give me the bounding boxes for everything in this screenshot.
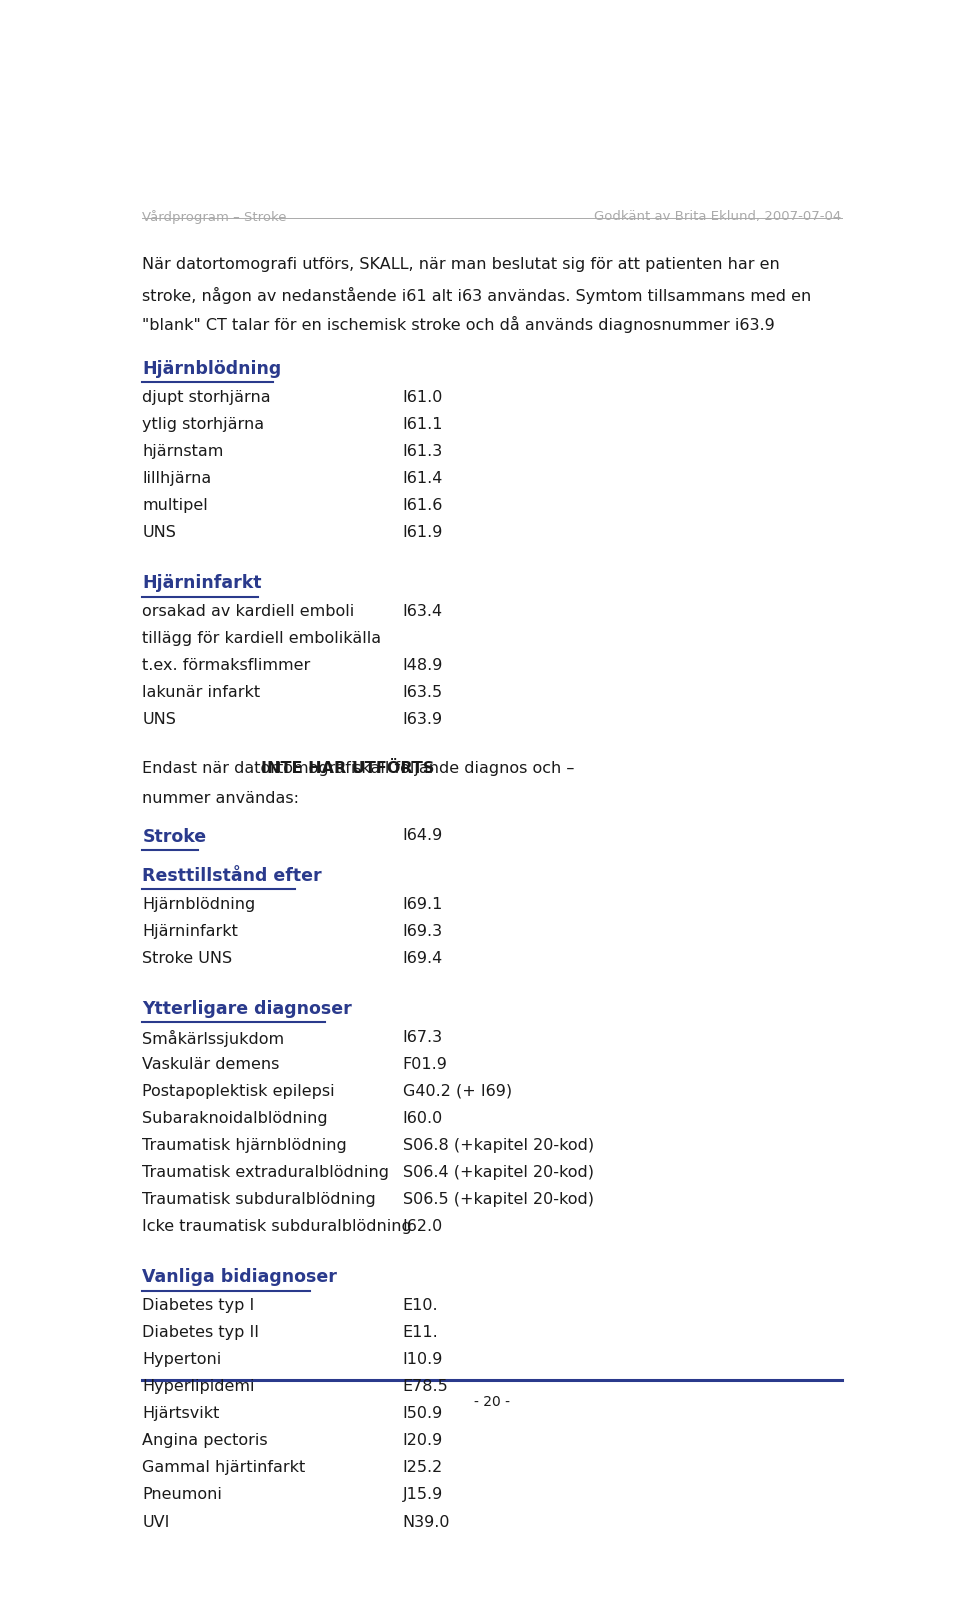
Text: Gammal hjärtinfarkt: Gammal hjärtinfarkt xyxy=(142,1461,305,1475)
Text: INTE HAR UTFÖRTS: INTE HAR UTFÖRTS xyxy=(261,762,435,777)
Text: E11.: E11. xyxy=(403,1325,439,1341)
Text: Traumatisk extraduralblödning: Traumatisk extraduralblödning xyxy=(142,1165,390,1179)
Text: Hypertoni: Hypertoni xyxy=(142,1352,222,1366)
Text: N39.0: N39.0 xyxy=(403,1515,450,1529)
Text: Pneumoni: Pneumoni xyxy=(142,1488,222,1502)
Text: UNS: UNS xyxy=(142,713,177,727)
Text: Angina pectoris: Angina pectoris xyxy=(142,1433,268,1448)
Text: I63.4: I63.4 xyxy=(403,604,443,618)
Text: I61.0: I61.0 xyxy=(403,390,444,404)
Text: E78.5: E78.5 xyxy=(403,1379,448,1393)
Text: Stroke UNS: Stroke UNS xyxy=(142,951,232,965)
Text: Icke traumatisk subduralblödning: Icke traumatisk subduralblödning xyxy=(142,1219,412,1234)
Text: S06.5 (+kapitel 20-kod): S06.5 (+kapitel 20-kod) xyxy=(403,1192,593,1206)
Text: Stroke: Stroke xyxy=(142,828,206,845)
Text: I61.1: I61.1 xyxy=(403,417,444,431)
Text: I63.5: I63.5 xyxy=(403,686,443,700)
Text: S06.8 (+kapitel 20-kod): S06.8 (+kapitel 20-kod) xyxy=(403,1138,594,1154)
Text: Subaraknoidalblödning: Subaraknoidalblödning xyxy=(142,1111,328,1127)
Text: Diabetes typ I: Diabetes typ I xyxy=(142,1298,254,1314)
Text: Hjärnblödning: Hjärnblödning xyxy=(142,896,255,912)
Text: orsakad av kardiell emboli: orsakad av kardiell emboli xyxy=(142,604,354,618)
Text: Vaskulär demens: Vaskulär demens xyxy=(142,1056,279,1072)
Text: I61.9: I61.9 xyxy=(403,526,444,540)
Text: E10.: E10. xyxy=(403,1298,439,1314)
Text: multipel: multipel xyxy=(142,499,208,513)
Text: "blank" CT talar för en ischemisk stroke och då används diagnosnummer i63.9: "blank" CT talar för en ischemisk stroke… xyxy=(142,316,775,332)
Text: I60.0: I60.0 xyxy=(403,1111,443,1127)
Text: tillägg för kardiell embolikälla: tillägg för kardiell embolikälla xyxy=(142,631,381,646)
Text: När datortomografi utförs, SKALL, när man beslutat sig för att patienten har en: När datortomografi utförs, SKALL, när ma… xyxy=(142,257,780,272)
Text: ytlig storhjärna: ytlig storhjärna xyxy=(142,417,264,431)
Text: stroke, någon av nedanstående i61 alt i63 användas. Symtom tillsammans med en: stroke, någon av nedanstående i61 alt i6… xyxy=(142,286,811,304)
Text: skall följande diagnos och –: skall följande diagnos och – xyxy=(348,762,574,777)
Text: Postapoplektisk epilepsi: Postapoplektisk epilepsi xyxy=(142,1083,335,1099)
Text: I62.0: I62.0 xyxy=(403,1219,443,1234)
Text: Traumatisk subduralblödning: Traumatisk subduralblödning xyxy=(142,1192,376,1206)
Text: I50.9: I50.9 xyxy=(403,1406,443,1421)
Text: I69.3: I69.3 xyxy=(403,924,443,940)
Text: t.ex. förmaksflimmer: t.ex. förmaksflimmer xyxy=(142,658,311,673)
Text: UVI: UVI xyxy=(142,1515,170,1529)
Text: I69.1: I69.1 xyxy=(403,896,444,912)
Text: I61.4: I61.4 xyxy=(403,471,444,486)
Text: UNS: UNS xyxy=(142,526,177,540)
Text: Traumatisk hjärnblödning: Traumatisk hjärnblödning xyxy=(142,1138,348,1154)
Text: F01.9: F01.9 xyxy=(403,1056,447,1072)
Text: I20.9: I20.9 xyxy=(403,1433,443,1448)
Text: nummer användas:: nummer användas: xyxy=(142,791,300,805)
Text: hjärnstam: hjärnstam xyxy=(142,444,224,459)
Text: lillhjärna: lillhjärna xyxy=(142,471,211,486)
Text: Resttillstånd efter: Resttillstånd efter xyxy=(142,868,322,885)
Text: Godkänt av Brita Eklund, 2007-07-04: Godkänt av Brita Eklund, 2007-07-04 xyxy=(594,211,842,224)
Text: I61.6: I61.6 xyxy=(403,499,444,513)
Text: I69.4: I69.4 xyxy=(403,951,443,965)
Text: Hjärtsvikt: Hjärtsvikt xyxy=(142,1406,220,1421)
Text: I67.3: I67.3 xyxy=(403,1029,443,1045)
Text: Endast när datortomografi: Endast när datortomografi xyxy=(142,762,361,777)
Text: Vårdprogram – Stroke: Vårdprogram – Stroke xyxy=(142,211,287,224)
Text: Hjärnblödning: Hjärnblödning xyxy=(142,360,281,379)
Text: Hyperlipidemi: Hyperlipidemi xyxy=(142,1379,254,1393)
Text: I64.9: I64.9 xyxy=(403,828,443,842)
Text: - 20 -: - 20 - xyxy=(474,1395,510,1409)
Text: I25.2: I25.2 xyxy=(403,1461,443,1475)
Text: I63.9: I63.9 xyxy=(403,713,443,727)
Text: G40.2 (+ I69): G40.2 (+ I69) xyxy=(403,1083,512,1099)
Text: I48.9: I48.9 xyxy=(403,658,444,673)
Text: Hjärninfarkt: Hjärninfarkt xyxy=(142,574,262,593)
Text: Ytterligare diagnoser: Ytterligare diagnoser xyxy=(142,1000,352,1018)
Text: Hjärninfarkt: Hjärninfarkt xyxy=(142,924,238,940)
Text: S06.4 (+kapitel 20-kod): S06.4 (+kapitel 20-kod) xyxy=(403,1165,593,1179)
Text: J15.9: J15.9 xyxy=(403,1488,443,1502)
Text: Diabetes typ II: Diabetes typ II xyxy=(142,1325,259,1341)
Text: I10.9: I10.9 xyxy=(403,1352,444,1366)
Text: lakunär infarkt: lakunär infarkt xyxy=(142,686,260,700)
Text: Småkärlssjukdom: Småkärlssjukdom xyxy=(142,1029,284,1047)
Text: Vanliga bidiagnoser: Vanliga bidiagnoser xyxy=(142,1269,337,1286)
Text: djupt storhjärna: djupt storhjärna xyxy=(142,390,271,404)
Text: I61.3: I61.3 xyxy=(403,444,443,459)
